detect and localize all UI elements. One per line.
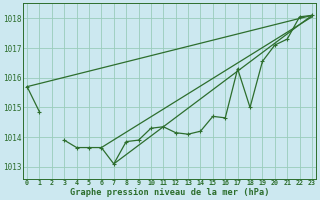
X-axis label: Graphe pression niveau de la mer (hPa): Graphe pression niveau de la mer (hPa) — [70, 188, 269, 197]
